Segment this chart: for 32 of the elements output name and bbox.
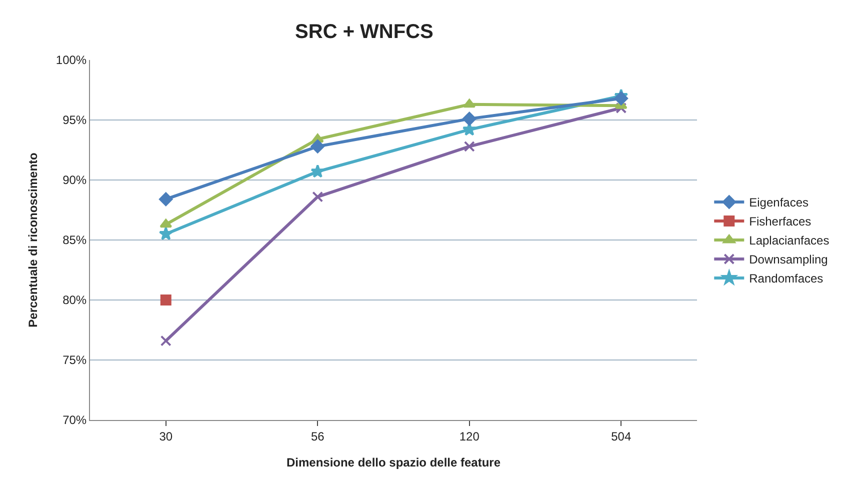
legend-label: Fisherfaces bbox=[749, 214, 812, 229]
point bbox=[462, 112, 476, 126]
y-tick-label: 85% bbox=[62, 233, 87, 248]
point bbox=[158, 226, 173, 240]
legend-label: Eigenfaces bbox=[749, 196, 809, 210]
y-tick-label: 100% bbox=[56, 53, 87, 68]
legend-label: Laplacianfaces bbox=[749, 234, 830, 248]
chart-title: SRC + WNFCS bbox=[295, 21, 434, 43]
y-tick-label: 90% bbox=[62, 173, 87, 188]
legend-label: Downsampling bbox=[749, 252, 828, 267]
x-axis-title: Dimensione dello spazio delle feature bbox=[286, 455, 501, 470]
point bbox=[160, 294, 172, 306]
point bbox=[310, 140, 324, 154]
point bbox=[159, 192, 173, 206]
x-tick-label: 120 bbox=[459, 429, 480, 444]
point bbox=[310, 164, 325, 178]
point bbox=[160, 218, 172, 228]
point bbox=[160, 335, 172, 346]
x-tick-label: 56 bbox=[310, 429, 325, 444]
point bbox=[463, 98, 476, 108]
y-tick-label: 75% bbox=[62, 353, 87, 368]
y-tick-label: 80% bbox=[62, 293, 87, 308]
point bbox=[616, 102, 627, 114]
y-axis-title: Percentuale di riconoscimento bbox=[26, 152, 40, 328]
point bbox=[464, 140, 475, 152]
legend-label: Randomfaces bbox=[749, 272, 824, 286]
point bbox=[614, 92, 628, 106]
point bbox=[312, 191, 324, 202]
x-tick-label: 504 bbox=[611, 429, 632, 444]
x-tick-label: 30 bbox=[159, 429, 173, 444]
y-tick-label: 70% bbox=[62, 413, 87, 428]
y-tick-label: 95% bbox=[62, 113, 87, 128]
